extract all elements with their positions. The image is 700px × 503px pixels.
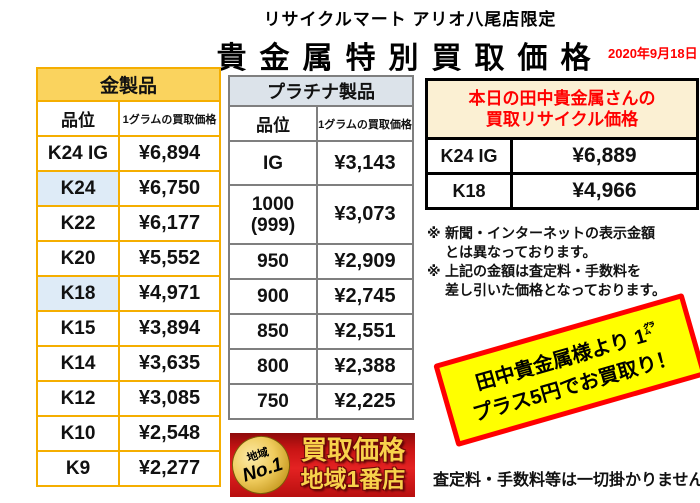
- grade-cell: K15: [36, 310, 120, 347]
- price-cell: ¥3,635: [117, 345, 222, 382]
- grade-cell: K24 IG: [36, 135, 120, 172]
- disclaimer-notes: ※ 新聞・インターネットの表示金額 とは異なっております。 ※ 上記の金額は査定…: [427, 224, 695, 300]
- price-cell: ¥2,277: [117, 450, 222, 487]
- price-cell: ¥2,388: [316, 348, 414, 385]
- table-row: K15 ¥3,894: [36, 310, 222, 347]
- grade-cell: K14: [36, 345, 120, 382]
- table-row: K24 IG ¥6,894: [36, 135, 222, 172]
- price-cell: ¥3,143: [316, 140, 414, 186]
- no1-medal-icon: 地域 No.1: [224, 428, 298, 502]
- note-text: 新聞・インターネットの表示金額 とは異なっております。: [445, 225, 655, 260]
- price-cell: ¥3,085: [117, 380, 222, 417]
- rank-banner-text: 買取価格 地域1番店: [292, 435, 414, 493]
- table-row: K10 ¥2,548: [36, 415, 222, 452]
- header: リサイクルマート アリオ八尾店限定 貴金属特別買取価格: [120, 0, 700, 77]
- price-cell: ¥5,552: [117, 240, 222, 277]
- store-subtitle: リサイクルマート アリオ八尾店限定: [263, 10, 557, 29]
- price-cell: ¥4,971: [117, 275, 222, 312]
- table-row: K12 ¥3,085: [36, 380, 222, 417]
- grade-cell: K10: [36, 415, 120, 452]
- table-title-row: 金製品: [35, 67, 222, 102]
- rank-line2: 地域1番店: [300, 466, 406, 492]
- grade-cell: K18: [36, 275, 120, 312]
- page-title: 貴金属特別買取価格: [216, 42, 604, 75]
- grade-cell: 900: [228, 278, 318, 315]
- price-column-header: 1グラムの買取価格: [316, 105, 414, 142]
- price-cell: ¥2,909: [316, 243, 414, 280]
- price-cell: ¥6,889: [510, 137, 699, 175]
- gram-unit: ㌘: [642, 320, 658, 337]
- note-marker: ※: [427, 225, 441, 241]
- table-row: 850 ¥2,551: [228, 313, 414, 350]
- grade-cell: K22: [36, 205, 120, 242]
- table-row: 750 ¥2,225: [228, 383, 414, 420]
- grade-cell: K24 IG: [425, 137, 513, 175]
- column-header-row: 品位 1グラムの買取価格: [228, 105, 414, 142]
- table-row: K24 IG ¥6,889: [425, 137, 699, 175]
- price-cell: ¥2,548: [117, 415, 222, 452]
- note-marker: ※: [427, 263, 441, 279]
- table-row: 800 ¥2,388: [228, 348, 414, 385]
- price-column-header: 1グラムの買取価格: [117, 100, 222, 137]
- table-row: 1000 (999) ¥3,073: [228, 184, 414, 245]
- table-row: 950 ¥2,909: [228, 243, 414, 280]
- table-title-row: プラチナ製品: [228, 75, 414, 107]
- table-row: 900 ¥2,745: [228, 278, 414, 315]
- table-row: K14 ¥3,635: [36, 345, 222, 382]
- tanaka-title-line2: 買取リサイクル価格: [485, 110, 639, 129]
- table-row: K18 ¥4,966: [425, 172, 699, 210]
- price-cell: ¥6,750: [117, 170, 222, 207]
- gold-table-title: 金製品: [35, 67, 222, 102]
- table-row: K20 ¥5,552: [36, 240, 222, 277]
- grade-cell: K18: [425, 172, 513, 210]
- grade-cell: IG: [228, 140, 318, 186]
- tanaka-table-title: 本日の田中貴金属さんの 買取リサイクル価格: [425, 78, 699, 140]
- note-item: ※ 上記の金額は査定料・手数料を 差し引いた価格となっております。: [427, 262, 695, 300]
- gold-price-table: 金製品 品位 1グラムの買取価格 K24 IG ¥6,894 K24 ¥6,750 …: [35, 67, 222, 487]
- price-cell: ¥4,966: [510, 172, 699, 210]
- table-row: K18 ¥4,971: [36, 275, 222, 312]
- promo-banner: 田中貴金属様より 1㌘ プラス5円でお買取り！: [433, 292, 700, 448]
- date-label: 2020年9月18日: [608, 46, 698, 61]
- price-cell: ¥2,225: [316, 383, 414, 420]
- table-row: K9 ¥2,277: [36, 450, 222, 487]
- tanaka-title-line1: 本日の田中貴金属さんの: [468, 89, 656, 108]
- grade-cell: K12: [36, 380, 120, 417]
- note-text: 上記の金額は査定料・手数料を 差し引いた価格となっております。: [445, 263, 667, 298]
- price-cell: ¥3,073: [316, 184, 414, 245]
- price-cell: ¥6,177: [117, 205, 222, 242]
- table-row: K24 ¥6,750: [36, 170, 222, 207]
- platinum-table-title: プラチナ製品: [228, 75, 414, 107]
- note-item: ※ 新聞・インターネットの表示金額 とは異なっております。: [427, 224, 695, 262]
- table-title-row: 本日の田中貴金属さんの 買取リサイクル価格: [425, 78, 699, 140]
- grade-cell: K20: [36, 240, 120, 277]
- platinum-price-table: プラチナ製品 品位 1グラムの買取価格 IG ¥3,143 1000 (999) ¥…: [228, 75, 414, 420]
- grade-column-header: 品位: [36, 100, 120, 137]
- rank-banner: 地域 No.1 買取価格 地域1番店: [224, 428, 415, 502]
- grade-cell: 950: [228, 243, 318, 280]
- price-cell: ¥2,551: [316, 313, 414, 350]
- grade-cell: K24: [36, 170, 120, 207]
- tanaka-price-table: 本日の田中貴金属さんの 買取リサイクル価格 K24 IG ¥6,889 K18 ¥4…: [425, 78, 699, 210]
- table-row: K22 ¥6,177: [36, 205, 222, 242]
- no-fee-note: 査定料・手数料等は一切掛かりません!: [433, 472, 700, 489]
- price-cell: ¥3,894: [117, 310, 222, 347]
- column-header-row: 品位 1グラムの買取価格: [36, 100, 222, 137]
- grade-column-header: 品位: [228, 105, 318, 142]
- grade-cell: 750: [228, 383, 318, 420]
- grade-cell: 800: [228, 348, 318, 385]
- grade-cell: 850: [228, 313, 318, 350]
- price-cell: ¥6,894: [117, 135, 222, 172]
- price-cell: ¥2,745: [316, 278, 414, 315]
- grade-cell: K9: [36, 450, 120, 487]
- table-row: IG ¥3,143: [228, 140, 414, 186]
- rank-line1: 買取価格: [300, 435, 405, 465]
- grade-cell: 1000 (999): [228, 184, 318, 245]
